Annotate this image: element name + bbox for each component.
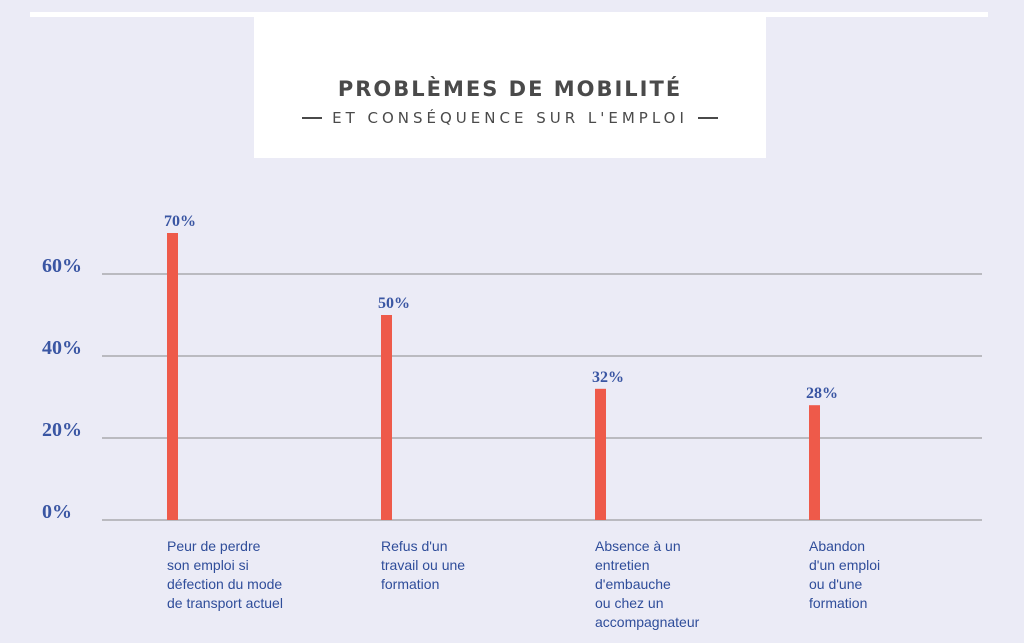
category-label-2: Refus d'un travail ou une formation	[381, 537, 531, 594]
category-label-line: formation	[381, 576, 440, 592]
y-tick-label: 40%	[42, 337, 82, 359]
value-label-4: 28%	[806, 385, 838, 402]
category-label-line: Abandon	[809, 538, 866, 554]
title-card: PROBLÈMES DE MOBILITÉ ET CONSÉQUENCE SUR…	[254, 17, 766, 158]
value-label-3: 32%	[592, 369, 624, 386]
category-label-line: Refus d'un	[381, 538, 448, 554]
category-label-line: Peur de perdre	[167, 538, 261, 554]
subtitle-row: ET CONSÉQUENCE SUR L'EMPLOI	[254, 109, 766, 127]
category-label-line: son emploi si	[167, 557, 249, 573]
y-tick-label: 0%	[42, 501, 72, 523]
top-rule	[30, 12, 988, 17]
category-label-line: défection du mode	[167, 576, 283, 592]
category-label-line: accompagnateur	[595, 614, 700, 630]
category-label-line: Absence à un	[595, 538, 681, 554]
bar-2	[381, 315, 392, 520]
category-label-3: Absence à un entretien d'embauche ou chez u…	[595, 537, 745, 632]
category-label-1: Peur de perdre son emploi si défection du …	[167, 537, 317, 613]
value-label-1: 70%	[164, 213, 196, 230]
category-label-line: de transport actuel	[167, 595, 283, 611]
chart-title: PROBLÈMES DE MOBILITÉ	[337, 77, 683, 101]
category-label-line: ou chez un	[595, 595, 664, 611]
chart-subtitle: ET CONSÉQUENCE SUR L'EMPLOI	[332, 109, 688, 127]
dash-right	[697, 117, 718, 119]
category-label-line: ou d'une	[809, 576, 863, 592]
category-label-4: Abandon d'un emploi ou d'une formation	[809, 537, 959, 613]
category-label-line: formation	[809, 595, 868, 611]
bar-3	[595, 388, 606, 520]
bar-1	[167, 233, 178, 520]
value-label-2: 50%	[378, 295, 410, 312]
y-tick-label: 60%	[42, 255, 82, 277]
category-label-line: travail ou une	[381, 557, 466, 573]
category-label-line: entretien	[595, 557, 650, 573]
dash-left	[302, 117, 323, 119]
category-label-line: d'un emploi	[809, 557, 881, 573]
bar-4	[809, 405, 820, 520]
y-tick-label: 20%	[42, 419, 82, 441]
category-label-line: d'embauche	[595, 576, 671, 592]
